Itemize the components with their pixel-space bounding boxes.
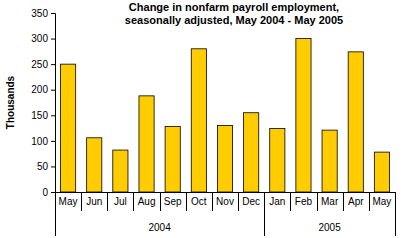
x-tick: Jul — [114, 192, 127, 207]
year-label: 2005 — [318, 222, 341, 233]
y-tick: 300 — [31, 33, 55, 44]
x-tick: Jun — [86, 192, 102, 207]
x-tick-label: Mar — [321, 196, 339, 207]
bar — [296, 39, 311, 192]
y-tick-label: 350 — [31, 8, 48, 19]
category-separator — [264, 192, 265, 236]
y-tick: 250 — [31, 59, 55, 70]
bar — [374, 152, 389, 192]
x-tick-label: Feb — [295, 196, 313, 207]
x-tick: Dec — [242, 192, 260, 207]
y-tick-mark — [51, 13, 55, 14]
year-labels: 2004 2005 — [148, 222, 341, 233]
title-line: Change in nonfarm payroll employment, — [129, 1, 339, 13]
category-separators — [56, 192, 396, 236]
chart: 0 50 100 150 200 250 300 350 May Jun Jul Aug Sep Oct N… — [0, 0, 401, 238]
y-tick-mark — [51, 64, 55, 65]
category-separator — [290, 192, 291, 211]
category-separator — [238, 192, 239, 211]
y-tick: 0 — [42, 187, 55, 198]
x-tick-label: Jan — [269, 196, 285, 207]
y-tick: 100 — [31, 136, 55, 147]
category-separator — [369, 192, 370, 211]
x-tick-label: Nov — [216, 196, 234, 207]
bar — [217, 126, 232, 192]
y-tick: 350 — [31, 8, 55, 19]
category-separator — [81, 192, 82, 211]
y-axis-line — [51, 14, 56, 193]
y-tick-mark — [51, 39, 55, 40]
category-separator — [395, 192, 396, 236]
y-axis-title: Thousands — [5, 75, 16, 129]
category-separator — [212, 192, 213, 211]
y-tick-label: 150 — [31, 110, 48, 121]
x-tick-label: Apr — [348, 196, 364, 207]
bar — [348, 52, 363, 192]
x-tick: May — [372, 192, 391, 207]
y-tick-label: 300 — [31, 33, 48, 44]
bar — [60, 64, 75, 192]
bar — [191, 49, 206, 192]
bar — [244, 113, 259, 192]
x-tick: Mar — [321, 192, 339, 207]
x-tick-label: May — [372, 196, 391, 207]
x-tick: Feb — [295, 192, 313, 207]
x-tick-label: Jul — [114, 196, 127, 207]
bar — [322, 130, 337, 192]
x-tick: Apr — [348, 192, 364, 207]
y-tick-label: 200 — [31, 84, 48, 95]
category-separator — [317, 192, 318, 211]
year-label: 2004 — [148, 222, 171, 233]
y-tick-mark — [51, 166, 55, 167]
category-separator — [343, 192, 344, 211]
bar — [165, 127, 180, 192]
y-axis: 0 50 100 150 200 250 300 350 — [31, 8, 55, 198]
title-line: seasonally adjusted, May 2004 - May 2005 — [125, 14, 343, 26]
category-separator — [55, 192, 56, 236]
y-tick: 200 — [31, 84, 55, 95]
x-axis-line — [56, 192, 396, 193]
bar — [270, 129, 285, 192]
y-tick: 50 — [37, 161, 55, 172]
x-tick: Oct — [191, 192, 207, 207]
background — [0, 0, 401, 238]
title: Change in nonfarm payroll employment,sea… — [125, 1, 343, 26]
y-tick-label: 250 — [31, 59, 48, 70]
x-tick: Jan — [269, 192, 285, 207]
category-separator — [186, 192, 187, 211]
x-tick-label: Jun — [86, 196, 102, 207]
x-tick: Aug — [138, 192, 156, 207]
x-tick-label: Oct — [191, 196, 207, 207]
x-tick: Nov — [216, 192, 234, 207]
x-tick-label: Sep — [164, 196, 182, 207]
y-tick-mark — [51, 192, 55, 193]
y-tick-label: 50 — [37, 161, 49, 172]
x-tick-label: Dec — [242, 196, 260, 207]
category-separator — [160, 192, 161, 211]
x-tick: May — [59, 192, 78, 207]
category-separator — [133, 192, 134, 211]
x-tick: Sep — [164, 192, 182, 207]
x-tick-label: May — [59, 196, 78, 207]
bar — [87, 138, 102, 192]
x-tick-label: Aug — [138, 196, 156, 207]
y-tick-mark — [51, 90, 55, 91]
y-tick-label: 100 — [31, 136, 48, 147]
bar — [139, 96, 154, 192]
y-tick-mark — [51, 115, 55, 116]
x-axis: May Jun Jul Aug Sep Oct Nov Dec Jan Feb Mar Apr May — [56, 192, 396, 207]
bars — [60, 39, 389, 192]
y-tick-label: 0 — [42, 187, 48, 198]
y-tick: 150 — [31, 110, 55, 121]
bar — [113, 150, 128, 192]
y-tick-mark — [51, 141, 55, 142]
category-separator — [107, 192, 108, 211]
